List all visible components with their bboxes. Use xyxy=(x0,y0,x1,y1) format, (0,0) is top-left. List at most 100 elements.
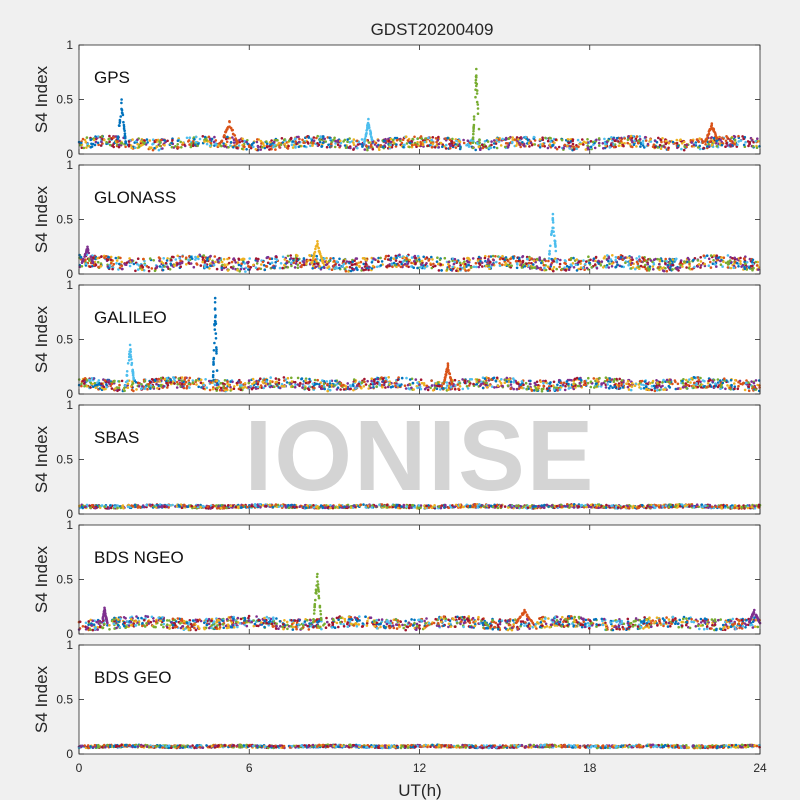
data-point xyxy=(286,266,290,269)
data-point xyxy=(507,143,511,147)
data-point xyxy=(587,255,590,258)
spike-point xyxy=(471,137,475,141)
spike-point xyxy=(548,249,551,253)
data-point xyxy=(347,270,350,273)
data-point xyxy=(420,137,424,140)
data-point xyxy=(540,261,543,265)
spike-point xyxy=(91,260,94,264)
data-point xyxy=(577,145,580,148)
data-point xyxy=(109,262,113,265)
spike-point xyxy=(707,132,711,136)
data-point xyxy=(163,377,167,381)
data-point xyxy=(342,259,345,263)
data-point xyxy=(233,385,236,388)
data-point xyxy=(296,376,300,380)
data-point xyxy=(255,140,259,144)
data-point xyxy=(500,378,503,381)
data-point xyxy=(97,143,100,147)
spike-point xyxy=(214,337,218,340)
data-point xyxy=(589,380,593,384)
data-point xyxy=(404,387,408,390)
data-point xyxy=(282,138,286,142)
data-point xyxy=(501,263,504,267)
data-point xyxy=(487,259,490,262)
data-point xyxy=(375,145,379,148)
data-point xyxy=(627,382,631,386)
data-point xyxy=(265,140,268,143)
data-point xyxy=(517,257,521,260)
data-point xyxy=(598,144,601,147)
data-point xyxy=(114,256,118,260)
data-point xyxy=(326,382,329,386)
data-point xyxy=(352,148,355,151)
data-point xyxy=(223,263,226,266)
data-point xyxy=(291,146,295,149)
y-tick-label: 1 xyxy=(66,158,73,172)
data-point xyxy=(703,379,706,383)
data-point xyxy=(110,387,114,390)
data-point xyxy=(157,377,161,381)
data-point xyxy=(506,145,510,149)
data-point xyxy=(538,146,542,149)
data-point xyxy=(589,145,593,149)
data-point xyxy=(389,137,393,141)
spike-point xyxy=(363,141,366,144)
data-point xyxy=(662,378,665,382)
data-point xyxy=(312,136,316,139)
data-point xyxy=(313,262,316,266)
data-point xyxy=(429,263,433,267)
data-point xyxy=(248,257,251,260)
data-point xyxy=(334,142,337,145)
data-point xyxy=(601,142,605,145)
data-point xyxy=(311,382,315,386)
data-point xyxy=(103,138,106,142)
data-point xyxy=(372,378,376,382)
data-point xyxy=(505,380,509,383)
spike-point xyxy=(472,132,475,136)
data-point xyxy=(665,378,669,382)
data-point xyxy=(495,260,498,264)
data-point xyxy=(353,262,357,266)
data-point xyxy=(640,383,643,386)
data-point xyxy=(535,380,539,384)
data-point xyxy=(463,379,467,383)
data-point xyxy=(250,142,254,146)
data-point xyxy=(448,146,452,150)
spike-point xyxy=(125,374,129,377)
data-point xyxy=(346,382,350,385)
data-point xyxy=(624,261,627,265)
data-point xyxy=(254,148,258,151)
data-point xyxy=(739,262,742,266)
data-point xyxy=(566,138,570,141)
data-point xyxy=(94,263,98,267)
spike-point xyxy=(554,249,558,253)
data-point xyxy=(726,136,729,139)
data-point xyxy=(548,382,552,385)
data-point xyxy=(232,387,236,391)
data-point xyxy=(462,138,465,142)
data-point xyxy=(343,138,347,142)
data-point xyxy=(283,379,286,382)
data-point xyxy=(196,144,199,148)
data-point xyxy=(241,386,245,390)
data-point xyxy=(506,263,510,267)
data-point xyxy=(726,144,729,147)
data-point xyxy=(507,137,511,140)
data-point xyxy=(452,144,455,147)
data-point xyxy=(586,146,590,149)
data-point xyxy=(194,135,198,139)
data-point xyxy=(250,387,254,391)
data-point xyxy=(643,380,647,383)
data-point xyxy=(681,379,684,383)
data-point xyxy=(715,254,719,257)
data-point xyxy=(414,378,418,381)
data-point xyxy=(649,259,653,262)
data-point xyxy=(678,266,682,269)
data-point xyxy=(630,385,634,388)
data-point xyxy=(350,263,354,267)
data-point xyxy=(402,260,405,263)
data-point xyxy=(416,137,420,140)
data-point xyxy=(123,389,126,393)
data-point xyxy=(327,143,330,147)
data-point xyxy=(273,385,276,389)
